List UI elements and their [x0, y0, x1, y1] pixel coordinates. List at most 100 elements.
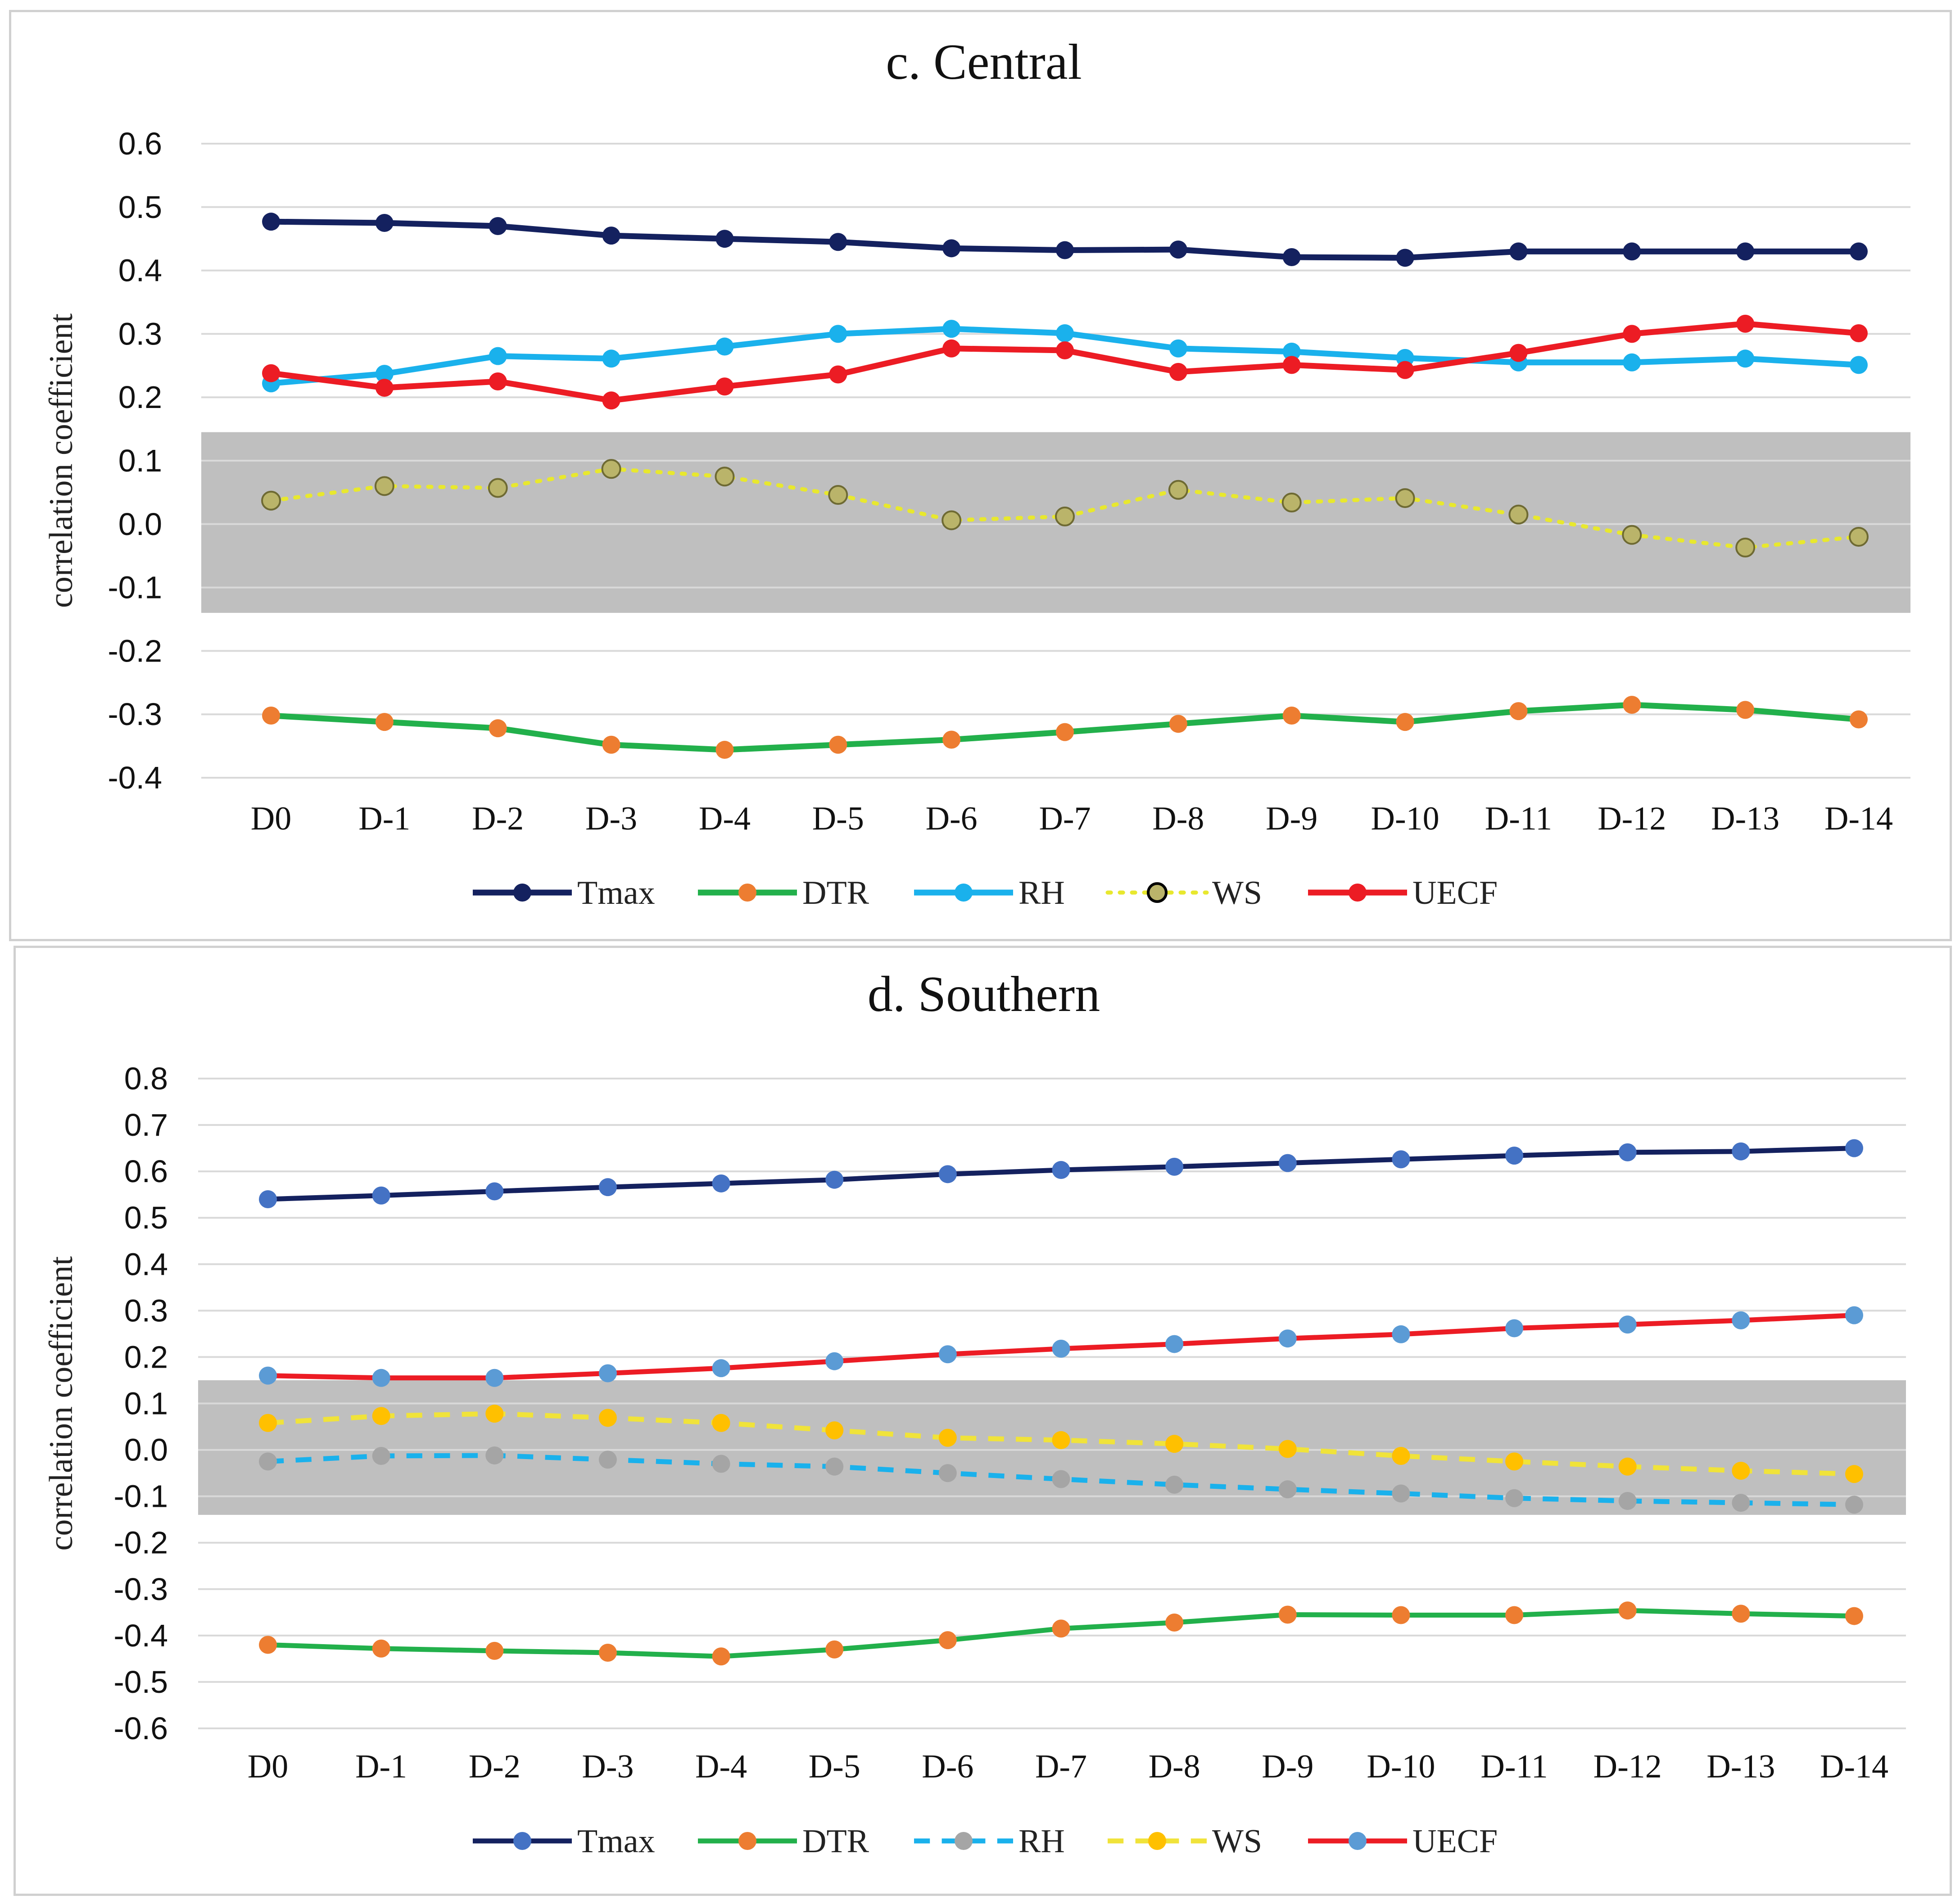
central-data-point-tmax — [1736, 242, 1755, 261]
central-data-point-uecf — [602, 391, 620, 410]
southern-data-point-tmax — [1845, 1139, 1863, 1157]
central-data-point-dtr — [1736, 701, 1755, 719]
central-x-tick-label: D-7 — [1039, 800, 1091, 837]
southern-data-point-tmax — [598, 1178, 617, 1197]
central-data-point-dtr — [489, 719, 507, 738]
southern-x-tick-label: D-7 — [1035, 1748, 1087, 1785]
southern-y-tick-label: 0.6 — [124, 1154, 168, 1189]
southern-data-point-rh — [1165, 1475, 1184, 1494]
central-y-tick-label: -0.1 — [108, 570, 162, 605]
southern-x-tick-label: D-2 — [469, 1748, 521, 1785]
southern-data-point-ws — [372, 1407, 390, 1425]
southern-data-point-ws — [1618, 1457, 1637, 1476]
southern-data-point-rh — [1278, 1480, 1297, 1499]
central-legend-label: WS — [1212, 875, 1262, 911]
central-chart-title: c. Central — [886, 34, 1082, 90]
central-data-point-ws — [1735, 537, 1756, 558]
central-x-tick-label: D-4 — [699, 800, 751, 837]
central-data-point-uecf — [1282, 356, 1301, 374]
southern-data-point-ws — [1505, 1452, 1524, 1471]
central-y-tick-label: 0.2 — [118, 380, 162, 415]
southern-x-tick-label: D-10 — [1367, 1748, 1435, 1785]
central-data-point-tmax — [375, 214, 394, 232]
southern-data-point-ws — [1165, 1435, 1184, 1453]
central-x-tick-label: D-13 — [1711, 800, 1779, 837]
southern-x-tick-label: D-3 — [582, 1748, 634, 1785]
central-data-point-uecf — [715, 377, 734, 396]
southern-shaded-band — [198, 1380, 1906, 1515]
southern-data-point-uecf — [938, 1345, 957, 1364]
southern-series-line-ws — [267, 1411, 1855, 1477]
southern-data-point-ws — [1052, 1431, 1070, 1449]
central-x-tick-label: D-8 — [1152, 800, 1204, 837]
central-data-point-tmax — [942, 239, 961, 258]
central-y-tick-label: 0.5 — [118, 190, 162, 225]
central-legend-item-uecf: UECF — [1308, 875, 1498, 911]
central-data-point-dtr — [1509, 702, 1528, 721]
southern-data-point-uecf — [825, 1352, 844, 1370]
central-data-point-dtr — [1396, 713, 1414, 731]
southern-data-point-ws — [825, 1421, 844, 1440]
chart-panel-southern: d. Southern 0.8 0.7 0.6 0.5 0.4 0.3 0.2 0.1 0.0 -0… — [14, 946, 1952, 1896]
southern-data-point-rh — [372, 1446, 390, 1465]
southern-data-point-uecf — [598, 1364, 617, 1383]
southern-data-point-dtr — [1392, 1606, 1410, 1624]
central-data-point-tmax — [1850, 242, 1868, 261]
central-x-tick-label: D-3 — [585, 800, 637, 837]
central-data-point-dtr — [1623, 696, 1641, 714]
central-data-point-ws — [1168, 480, 1188, 500]
southern-y-tick-label: 0.5 — [124, 1200, 168, 1235]
central-legend-item-dtr: DTR — [698, 875, 869, 911]
central-data-point-ws — [1508, 504, 1529, 525]
central-data-point-rh — [829, 325, 847, 343]
southern-data-point-rh — [259, 1452, 277, 1471]
central-data-point-tmax — [1623, 242, 1641, 261]
southern-x-tick-label: D-11 — [1480, 1748, 1548, 1785]
southern-data-point-dtr — [259, 1636, 277, 1654]
central-data-point-ws — [715, 467, 735, 487]
central-data-point-tmax — [1056, 241, 1074, 259]
southern-data-point-dtr — [1278, 1605, 1297, 1624]
central-data-point-dtr — [1282, 707, 1301, 725]
central-shaded-band — [201, 432, 1910, 613]
southern-legend-swatch-marker — [1148, 1832, 1166, 1850]
southern-data-point-tmax — [1278, 1154, 1297, 1172]
central-legend-label: RH — [1018, 875, 1065, 911]
southern-y-tick-label: 0.2 — [124, 1339, 168, 1374]
southern-y-tick-label: 0.7 — [124, 1107, 168, 1142]
central-data-point-uecf — [829, 365, 847, 384]
southern-data-point-dtr — [1618, 1601, 1637, 1620]
southern-data-point-tmax — [825, 1170, 844, 1189]
southern-data-point-rh — [825, 1457, 844, 1476]
southern-data-point-tmax — [1732, 1142, 1750, 1161]
southern-y-tick-label: -0.5 — [113, 1664, 168, 1700]
southern-legend-item-tmax: Tmax — [473, 1823, 655, 1860]
central-data-point-ws — [1622, 525, 1642, 545]
central-data-point-ws — [1281, 492, 1302, 512]
central-legend-swatch-marker — [513, 884, 531, 902]
southern-y-tick-label: -0.3 — [113, 1572, 168, 1607]
central-data-point-tmax — [1282, 248, 1301, 267]
southern-data-point-dtr — [1505, 1606, 1524, 1624]
southern-data-point-uecf — [712, 1359, 730, 1378]
southern-data-point-uecf — [1165, 1335, 1184, 1353]
chart-panel-central: c. Central 0.6 0.5 0.4 0.3 0.2 0.1 0.0 -0.1 -0.2 -… — [9, 10, 1952, 941]
southern-data-point-rh — [938, 1464, 957, 1482]
central-data-point-dtr — [262, 707, 280, 725]
central-data-point-rh — [1169, 339, 1187, 358]
southern-y-tick-label: -0.1 — [113, 1479, 168, 1514]
southern-chart-title: d. Southern — [868, 966, 1100, 1022]
southern-data-point-rh — [712, 1455, 730, 1473]
central-legend-swatch-marker — [955, 884, 973, 902]
southern-data-point-uecf — [1618, 1315, 1637, 1334]
central-legend-swatch-marker — [1147, 882, 1168, 903]
southern-y-tick-label: 0.8 — [124, 1061, 168, 1096]
southern-data-point-ws — [1732, 1461, 1750, 1480]
central-y-tick-label: -0.4 — [108, 760, 162, 795]
southern-data-point-ws — [1845, 1465, 1863, 1483]
southern-legend-swatch-marker — [738, 1832, 756, 1850]
central-chart: c. Central 0.6 0.5 0.4 0.3 0.2 0.1 0.0 -0.1 -0.2 -… — [43, 34, 1910, 911]
central-y-tick-label: -0.2 — [108, 633, 162, 668]
southern-data-point-dtr — [1052, 1619, 1070, 1638]
central-x-tick-label: D-11 — [1485, 800, 1552, 837]
